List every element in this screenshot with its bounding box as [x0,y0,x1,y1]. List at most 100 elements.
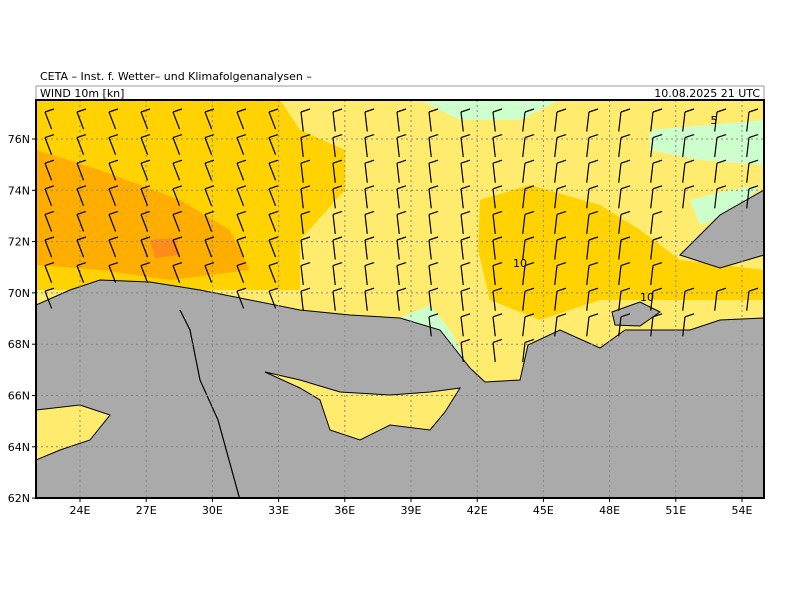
barb-flag [332,262,343,267]
barb-shaft [746,163,750,183]
barb-shaft [460,342,464,362]
barb-flag [492,185,503,190]
barb-shaft [236,111,245,130]
barb-flag [108,210,119,215]
barb-shaft [586,239,590,260]
barb-shaft [140,188,149,207]
lon-label: 54E [732,504,753,517]
barb-flag [236,236,247,241]
barb-flag [268,262,279,267]
barb-shaft [618,163,622,183]
valid-time: 10.08.2025 21 UTC [654,87,760,100]
barb-flag [556,262,567,267]
barb-shaft [650,265,654,286]
barb-shaft [492,291,496,311]
barb-shaft [428,111,432,132]
barb-flag [524,108,535,113]
barb-flag [684,287,695,292]
barb-flag [652,108,663,113]
barb-shaft [236,239,245,258]
barb-flag [268,134,279,139]
barb-shaft [554,239,558,260]
barb-flag [748,108,759,113]
barb-flag [44,287,55,292]
barb-flag [588,185,599,190]
barb-flag [428,159,439,164]
barb-shaft [650,214,654,234]
barb-shaft [746,137,750,158]
barb-flag [236,185,247,190]
barb-shaft [236,214,245,232]
barb-shaft [300,214,304,234]
barb-shaft [76,162,85,181]
barb-shaft [300,163,304,183]
barb-flag [44,210,55,215]
barb-shaft [618,137,622,158]
lon-label: 30E [202,504,223,517]
barb-shaft [364,188,368,209]
graticule [36,100,764,498]
barb-flag [236,108,247,113]
barb-flag [300,108,311,113]
barb-flag [300,134,311,139]
barb-flag [492,313,503,318]
barb-shaft [300,188,304,209]
barb-shaft [172,214,181,232]
barb-shaft [300,239,304,260]
barb-shaft [396,265,400,286]
barb-shaft [268,290,277,309]
lon-label: 42E [467,504,488,517]
barb-shaft [76,214,85,232]
barb-shaft [172,137,181,155]
barb-shaft [650,137,654,158]
barb-shaft [522,137,526,158]
barb-flag [76,185,87,190]
barb-flag [428,236,439,241]
barb-flag [108,262,119,267]
barb-flag [524,159,535,164]
barb-flag [492,134,503,139]
contour-label: 10 [513,257,527,270]
barb-shaft [268,111,277,130]
barb-flag [332,134,343,139]
barb-shaft [586,316,590,337]
barb-flag [460,287,471,292]
barb-flag [172,262,183,267]
barb-flag [556,108,567,113]
contour-label: 5 [711,114,718,127]
barb-flag [684,159,695,164]
barb-shaft [650,163,654,183]
barb-flag [428,210,439,215]
barb-flag [588,287,599,292]
barb-flag [140,185,151,190]
barb-shaft [332,163,336,183]
barb-shaft [44,188,53,207]
barb-flag [588,262,599,267]
barb-flag [620,108,631,113]
barb-flag [524,287,535,292]
barb-shaft [650,316,654,337]
barb-shaft [108,214,117,232]
lon-label: 36E [334,504,355,517]
barb-shaft [44,239,53,258]
barb-shaft [522,163,526,183]
barb-flag [652,210,663,215]
barb-flag [556,134,567,139]
barb-flag [300,236,311,241]
barb-flag [204,262,215,267]
lat-label: 62N [8,492,30,505]
barb-shaft [204,265,213,283]
barb-flag [140,159,151,164]
barb-shaft [332,239,336,260]
barb-flag [140,210,151,215]
barb-flag [76,134,87,139]
barb-flag [556,313,567,318]
barb-flag [332,236,343,241]
barb-flag [300,210,311,215]
barb-shaft [586,111,590,132]
lon-label: 51E [665,504,686,517]
barb-shaft [300,137,304,158]
barb-flag [300,287,311,292]
barb-flag [652,134,663,139]
barb-shaft [108,162,117,181]
